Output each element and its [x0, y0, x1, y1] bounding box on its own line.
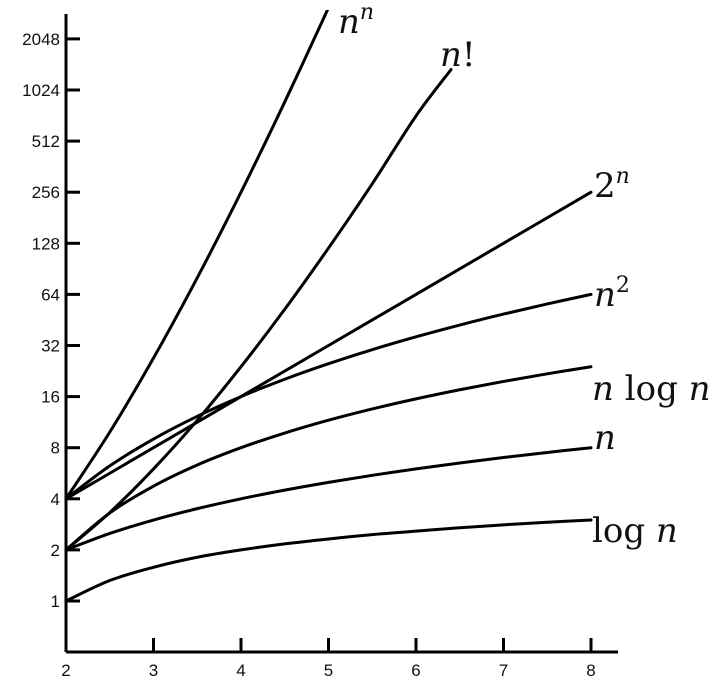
series-line-3 [64, 292, 593, 501]
y-tick-label: 16 [41, 388, 60, 407]
y-tick-label: 512 [32, 132, 60, 151]
y-tick-label: 32 [41, 337, 60, 356]
ticks-layer: 1 2 4 8 16 32 64 128 256 512 1024 2048 2 3 4 5 6 7 8 [22, 30, 596, 680]
y-tick-label: 1 [51, 592, 60, 611]
series-line-0 [64, 10, 330, 501]
y-tick-label: 1024 [22, 81, 60, 100]
label-2-to-the-n: 2n [594, 164, 630, 206]
series-line-1 [64, 68, 453, 552]
series-line-5 [64, 446, 593, 552]
label-n: n [594, 418, 616, 458]
curves-layer [64, 10, 593, 603]
label-n-factorial: n! [440, 35, 476, 75]
label-n-to-the-n: nn [338, 0, 374, 42]
x-tick-label: 8 [586, 661, 595, 680]
x-tick-label: 6 [411, 661, 420, 680]
series-line-4 [64, 365, 593, 552]
x-tick-label: 4 [236, 661, 245, 680]
y-tick-label: 8 [51, 439, 60, 458]
y-tick-label: 4 [51, 490, 60, 509]
axes-layer [64, 14, 618, 654]
curve-labels: nn n! 2n n2 n log n n log n [338, 0, 711, 551]
series-line-2 [64, 190, 593, 501]
y-tick-label: 2 [51, 541, 60, 560]
y-tick-label: 64 [41, 285, 60, 304]
y-tick-label: 2048 [22, 30, 60, 49]
x-tick-label: 3 [149, 661, 158, 680]
label-n-log-n: n log n [592, 369, 711, 409]
label-n-squared: n2 [594, 273, 630, 315]
label-log-n: log n [592, 511, 678, 551]
y-tick-label: 128 [32, 234, 60, 253]
x-tick-label: 2 [61, 661, 70, 680]
x-tick-label: 7 [499, 661, 508, 680]
x-tick-label: 5 [324, 661, 333, 680]
y-tick-label: 256 [32, 183, 60, 202]
series-line-6 [64, 518, 593, 603]
